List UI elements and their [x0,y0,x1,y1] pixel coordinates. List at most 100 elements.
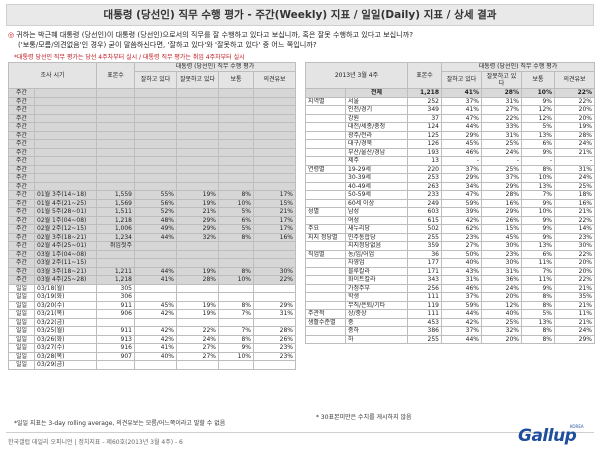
row-period [34,139,97,149]
row-normal: 9% [521,224,555,234]
row-opinion [253,122,296,132]
table-row: 주간 01월 5주(28~01) 1,511 52% 21% 5% 21% [8,207,296,217]
table-row: 지지 정당별 민주통합당 255 23% 45% 9% 23% [305,232,595,242]
row-good: 41% [134,275,177,285]
row-good [134,105,177,115]
row-bad: 20% [481,292,522,302]
row-sample: 255 [407,334,442,344]
row-type: 주간 [8,173,35,183]
row-good: 39% [441,207,482,217]
row-subgroup: 60세 이상 [345,198,408,208]
row-sample [96,164,135,174]
row-normal: 13% [521,181,555,191]
row-good: 44% [441,309,482,319]
row-sample [96,130,135,140]
row-opinion: 16% [253,232,296,242]
table-row: 주간 02월 2주(12~15) 1,006 49% 29% 5% 17% [8,224,296,234]
row-category [305,334,346,344]
row-bad: 27% [176,343,219,353]
table-row: 주간 [8,130,296,140]
row-bad: 22% [481,113,522,123]
row-type: 주간 [8,275,35,285]
row-type: 주간 [8,241,35,251]
row-subgroup: 여성 [345,215,408,225]
row-subgroup: 상/중상 [345,309,408,319]
row-type: 일일 [8,334,35,344]
row-sample: 1,218 [96,215,135,225]
table-row: 지지정당없음 359 27% 30% 13% 30% [305,241,595,251]
table-row: 가정주부 256 46% 24% 9% 21% [305,283,595,293]
row-good: 55% [134,190,177,200]
row-opinion: 28% [253,326,296,336]
row-period [34,88,97,98]
row-normal: 11% [521,275,555,285]
row-bad: 20% [481,334,522,344]
row-bad [176,139,219,149]
table-row: 블루칼라 171 43% 31% 7% 20% [305,266,595,276]
row-period: 02월 3주(18~21) [34,232,97,242]
row-sample: 911 [96,326,135,336]
row-period: 02월 4주(25~01) [34,241,97,251]
row-opinion: 21% [253,207,296,217]
row-sample: 1,006 [96,224,135,234]
gallup-logo-korea: KOREA [570,424,584,429]
row-period: 03/25(월) [34,326,97,336]
row-normal [218,88,254,98]
row-bad: 36% [481,275,522,285]
table-row: 일일 03/27(수) 916 41% 27% 9% 23% [8,343,296,353]
row-normal: 10% [521,173,555,183]
row-opinion [253,283,296,293]
row-normal [218,105,254,115]
row-sample: 124 [407,122,442,132]
row-opinion [253,173,296,183]
row-bad: 33% [481,122,522,132]
row-good: 40% [134,351,177,361]
row-category: 생활수준별 [305,317,346,327]
row-sample: 906 [96,309,135,319]
row-opinion [253,113,296,123]
row-subgroup: 무직/은퇴/기타 [345,300,408,310]
table-row: 중하 386 37% 32% 8% 24% [305,326,595,336]
row-type: 일일 [8,351,35,361]
row-good [134,317,177,327]
row-normal: 5% [218,224,254,234]
footer-divider [6,432,594,433]
row-good: 47% [441,190,482,200]
row-good: 43% [441,266,482,276]
row-good [134,360,177,370]
row-subgroup: 광주/전라 [345,130,408,140]
table-row: 대전/세종/충청 124 44% 33% 5% 19% [305,122,595,132]
row-good [134,113,177,123]
row-opinion: 17% [253,224,296,234]
row-normal: 8% [521,326,555,336]
row-normal [218,249,254,259]
row-bad: 19% [176,266,219,276]
table-row: 주간 [8,156,296,166]
row-category [305,139,346,149]
row-opinion: 28% [554,130,595,140]
row-sample: 1,218 [407,88,442,98]
row-type: 주간 [8,224,35,234]
row-subgroup: 인천/경기 [345,105,408,115]
row-good [134,258,177,268]
row-good: 44% [134,266,177,276]
question-bullet-icon: ◎ [8,30,15,39]
row-category: 지역별 [305,96,346,106]
table-row: 주간 [8,147,296,157]
row-category: 직업별 [305,249,346,259]
row-opinion [253,139,296,149]
table-row: 전체 1,218 41% 28% 10% 22% [305,88,595,98]
table-row: 성별 남성 603 39% 29% 10% 21% [305,207,595,217]
row-opinion: 17% [253,215,296,225]
row-opinion: 26% [253,334,296,344]
row-bad: 24% [176,334,219,344]
row-type: 주간 [8,207,35,217]
row-period: 03/28(목) [34,351,97,361]
row-opinion: 15% [253,198,296,208]
row-opinion: 14% [554,224,595,234]
row-type: 일일 [8,283,35,293]
header-bad: 잘못하고 있다 [481,70,522,90]
row-type: 주간 [8,258,35,268]
row-bad [176,113,219,123]
row-sample [96,173,135,183]
